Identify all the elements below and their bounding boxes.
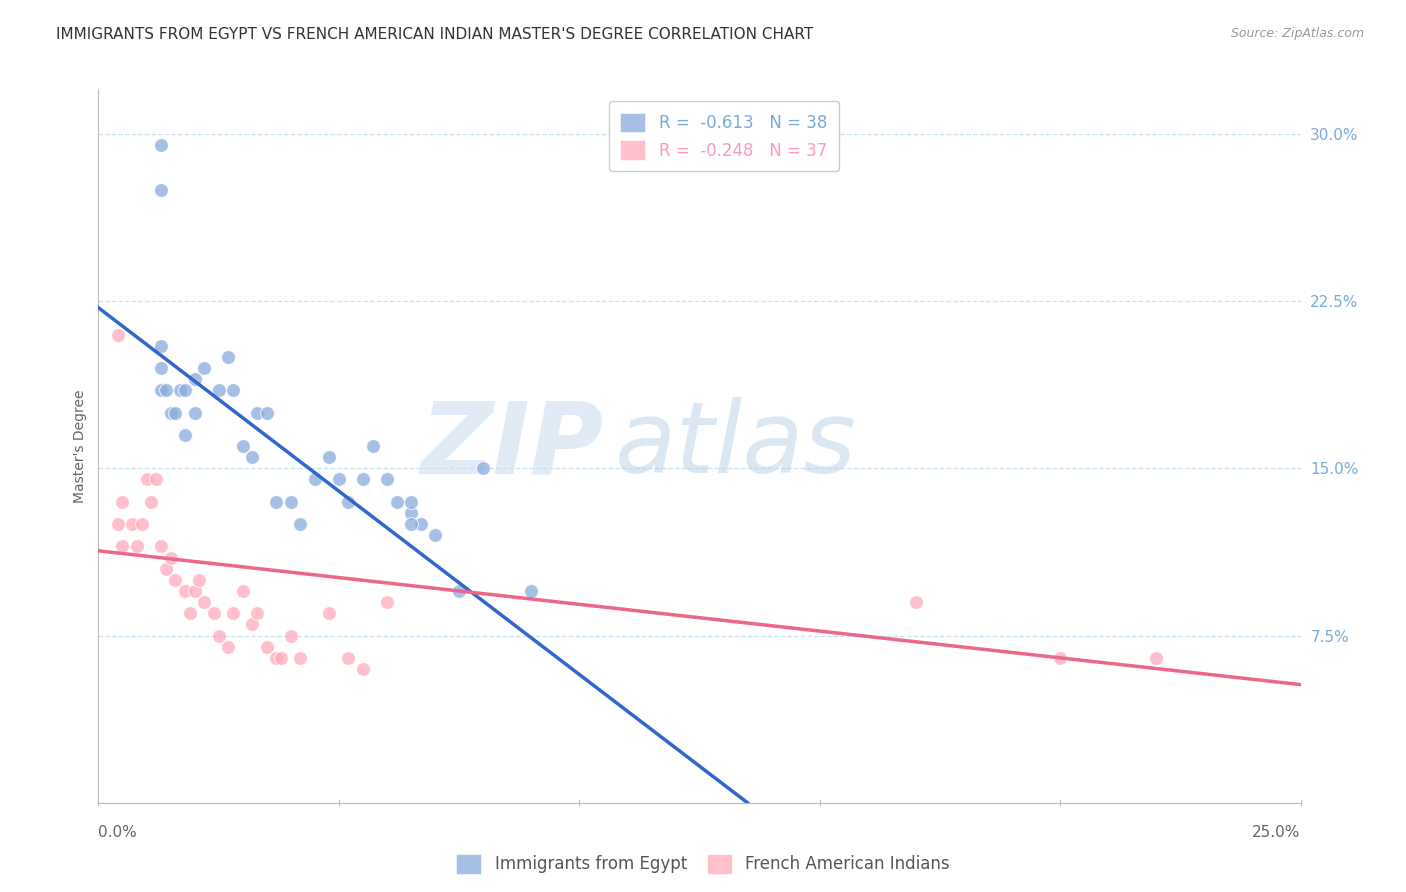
Point [222, 607, 245, 621]
Point [352, 662, 374, 676]
Point [232, 439, 254, 453]
Point [290, 517, 312, 532]
Point [107, 517, 129, 532]
Point [1049, 651, 1071, 665]
Point [352, 473, 374, 487]
Point [280, 628, 302, 642]
Point [232, 583, 254, 598]
Point [135, 473, 157, 487]
Point [125, 539, 148, 553]
Point [270, 651, 292, 665]
Point [375, 595, 398, 609]
Point [385, 494, 408, 508]
Point [375, 473, 398, 487]
Point [165, 405, 187, 420]
Text: IMMIGRANTS FROM EGYPT VS FRENCH AMERICAN INDIAN MASTER'S DEGREE CORRELATION CHAR: IMMIGRANTS FROM EGYPT VS FRENCH AMERICAN… [56, 27, 814, 42]
Point [183, 372, 205, 386]
Point [246, 607, 269, 621]
Text: Source: ZipAtlas.com: Source: ZipAtlas.com [1230, 27, 1364, 40]
Point [280, 494, 302, 508]
Point [149, 384, 172, 398]
Point [361, 439, 384, 453]
Point [188, 573, 211, 587]
Point [266, 494, 288, 508]
Text: 0.0%: 0.0% [98, 825, 138, 840]
Point [399, 517, 422, 532]
Point [472, 461, 495, 475]
Point [169, 384, 191, 398]
Point [337, 651, 360, 665]
Point [240, 450, 263, 465]
Point [174, 427, 197, 442]
Point [240, 617, 263, 632]
Point [256, 405, 278, 420]
Point [409, 517, 432, 532]
Point [107, 327, 129, 342]
Point [193, 595, 215, 609]
Point [1144, 651, 1167, 665]
Point [904, 595, 927, 609]
Point [246, 405, 269, 420]
Legend: Immigrants from Egypt, French American Indians: Immigrants from Egypt, French American I… [449, 846, 957, 882]
Point [159, 405, 181, 420]
Point [149, 539, 172, 553]
Text: 25.0%: 25.0% [1253, 825, 1301, 840]
Point [318, 450, 340, 465]
Point [222, 384, 245, 398]
Point [520, 583, 543, 598]
Legend: R =  -0.613   N = 38, R =  -0.248   N = 37: R = -0.613 N = 38, R = -0.248 N = 37 [609, 101, 838, 171]
Point [131, 517, 153, 532]
Text: atlas: atlas [616, 398, 858, 494]
Point [328, 473, 350, 487]
Point [121, 517, 143, 532]
Point [141, 494, 163, 508]
Point [399, 506, 422, 520]
Point [155, 384, 177, 398]
Point [149, 138, 172, 153]
Point [174, 384, 197, 398]
Point [155, 562, 177, 576]
Point [256, 640, 278, 654]
Point [266, 651, 288, 665]
Point [202, 607, 225, 621]
Point [149, 360, 172, 375]
Point [208, 384, 231, 398]
Point [193, 360, 215, 375]
Point [337, 494, 360, 508]
Point [183, 405, 205, 420]
Point [318, 607, 340, 621]
Point [447, 583, 470, 598]
Point [149, 338, 172, 352]
Point [290, 651, 312, 665]
Point [111, 494, 134, 508]
Text: ZIP: ZIP [420, 398, 603, 494]
Point [217, 350, 239, 364]
Point [111, 539, 134, 553]
Point [145, 473, 167, 487]
Point [423, 528, 446, 542]
Point [183, 583, 205, 598]
Point [159, 550, 181, 565]
Point [179, 607, 201, 621]
Point [304, 473, 326, 487]
Y-axis label: Master's Degree: Master's Degree [73, 389, 87, 503]
Point [149, 182, 172, 196]
Point [165, 573, 187, 587]
Point [399, 494, 422, 508]
Point [174, 583, 197, 598]
Point [217, 640, 239, 654]
Point [208, 628, 231, 642]
